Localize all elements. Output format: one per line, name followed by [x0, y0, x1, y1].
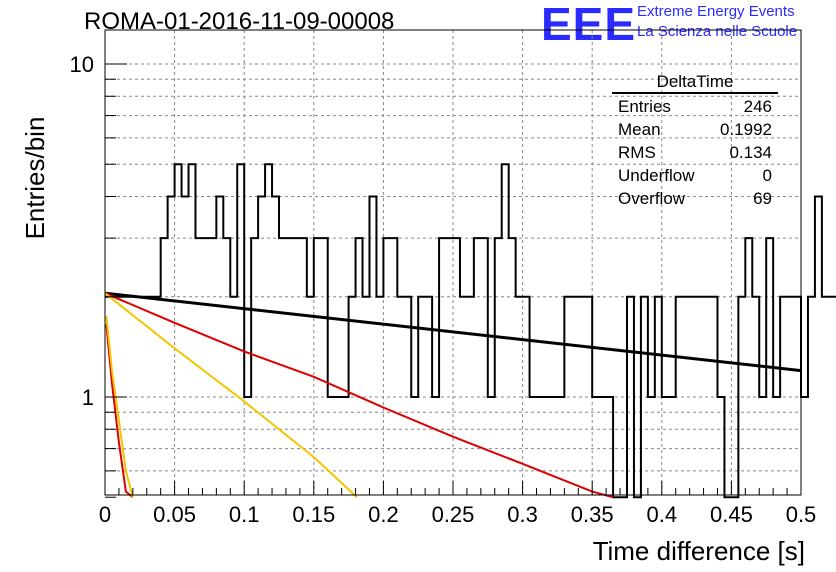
fit-curve-yellow-2	[104, 292, 358, 498]
stats-value: 69	[753, 189, 772, 208]
stats-label: Underflow	[618, 166, 695, 185]
x-tick-label: 0.1	[229, 502, 260, 527]
x-tick-label: 0.3	[507, 502, 538, 527]
x-tick-label: 0.35	[571, 502, 614, 527]
stats-row-underflow: Underflow 0	[610, 164, 780, 187]
tick-labels: 0 0.05 0.1 0.15 0.2 0.25 0.3 0.35 0.4 0.45 0.5 1 10	[70, 52, 817, 527]
fit-curve-red-1	[104, 292, 614, 499]
stats-label: Overflow	[618, 189, 686, 208]
stats-row-overflow: Overflow 69	[610, 187, 780, 210]
stats-title: DeltaTime	[612, 72, 778, 94]
stats-value: 0	[762, 166, 772, 185]
x-tick-label: 0.2	[368, 502, 399, 527]
x-tick-label: 0.25	[432, 502, 475, 527]
histogram-steps	[105, 163, 836, 499]
x-tick-label: 0.45	[710, 502, 753, 527]
stats-label: Entries	[618, 97, 671, 116]
stats-label: Mean	[618, 120, 661, 139]
x-tick-label: 0.15	[292, 502, 335, 527]
x-tick-label: 0.5	[786, 502, 817, 527]
axis-ticks	[104, 63, 802, 498]
stats-value: 246	[743, 97, 772, 116]
y-tick-label: 10	[70, 52, 94, 77]
histogram	[105, 163, 836, 499]
fit-curve-red-3	[105, 324, 134, 499]
x-tick-label: 0.05	[153, 502, 196, 527]
stats-row-mean: Mean 0.1992	[610, 118, 780, 141]
y-axis-label: Entries/bin	[20, 117, 50, 240]
fit-curve-yellow-4	[105, 315, 134, 498]
x-tick-label: 0.4	[647, 502, 678, 527]
stats-row-rms: RMS 0.134	[610, 141, 780, 164]
x-axis-label: Time difference [s]	[593, 536, 805, 566]
fit-curve-black-0	[104, 291, 802, 373]
stats-row-entries: Entries 246	[610, 95, 780, 118]
logo-subtitle-2: La Scienza nelle Scuole	[637, 23, 798, 40]
stats-label: RMS	[618, 143, 656, 162]
stats-box: DeltaTime Entries 246 Mean 0.1992 RMS 0.…	[610, 72, 780, 210]
logo-subtitle-1: Extreme Energy Events	[637, 3, 795, 20]
fit-curves	[104, 291, 802, 499]
stats-value: 0.134	[729, 143, 772, 162]
y-tick-label: 1	[82, 385, 94, 410]
x-tick-label: 0	[99, 502, 111, 527]
stats-value: 0.1992	[720, 120, 772, 139]
eee-logo: EEE	[541, 0, 637, 50]
